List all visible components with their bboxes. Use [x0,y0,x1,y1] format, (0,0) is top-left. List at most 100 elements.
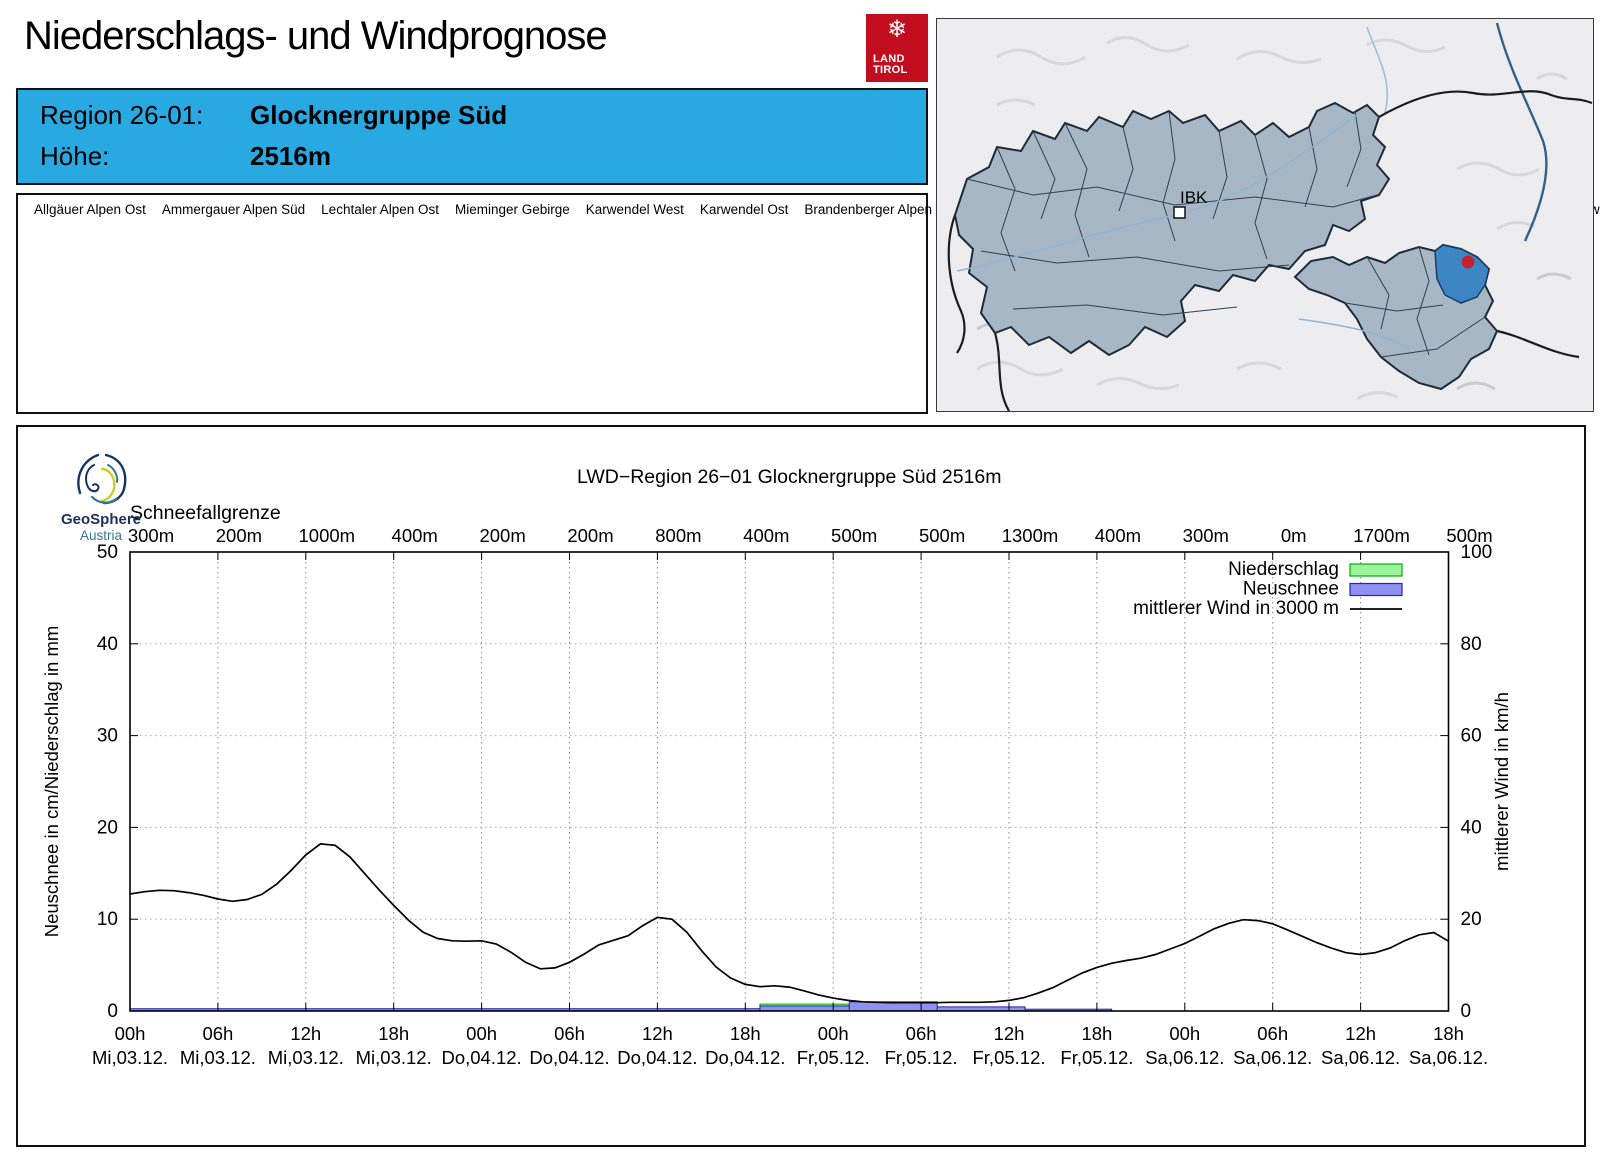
svg-text:40: 40 [97,634,118,655]
svg-text:06h: 06h [554,1023,585,1044]
region-name-value: Glocknergruppe Süd [250,100,508,130]
chart-title: LWD−Region 26−01 Glocknergruppe Süd 2516… [577,466,1002,488]
svg-text:18h: 18h [378,1023,409,1044]
region-item-karwendel-ost[interactable]: Karwendel Ost [699,202,789,217]
land-tirol-logo-text: LAND TIROL [873,53,908,76]
svg-text:Do,04.12.: Do,04.12. [529,1047,609,1068]
y-left-axis-title: Neuschnee in cm/Niederschlag in mm [41,626,62,938]
elevation-label: Höhe: [40,141,110,171]
svg-text:400m: 400m [1095,525,1141,546]
east-region-borders [1344,246,1486,358]
svg-text:10: 10 [97,909,118,930]
geosphere-name: GeoSphere [60,511,142,528]
selected-region-glocknergruppe-sued[interactable] [1434,244,1490,304]
svg-text:80: 80 [1461,634,1482,655]
svg-text:Do,04.12.: Do,04.12. [617,1047,697,1068]
svg-text:Neuschnee: Neuschnee [1243,579,1339,600]
elevation-value: 2516m [250,141,331,171]
svg-text:mittlerer Wind in 3000 m: mittlerer Wind in 3000 m [1133,598,1339,619]
svg-text:Fr,05.12.: Fr,05.12. [1060,1047,1133,1068]
svg-text:800m: 800m [655,525,701,546]
svg-text:00h: 00h [466,1023,497,1044]
svg-text:1700m: 1700m [1353,525,1410,546]
legend-swatch-niederschlag [1349,563,1403,577]
forecast-plot: 0 10 20 30 40 50 0 20 40 60 80 100 00h Mi,03.12. 06h Mi… [41,466,1512,1068]
svg-text:0: 0 [1461,1001,1472,1022]
region-item-lechtaler-alpen-ost[interactable]: Lechtaler Alpen Ost [321,202,439,217]
ibk-label: IBK [1180,188,1208,207]
snowflake-icon: ❄ [886,16,908,43]
national-border [947,90,1593,412]
svg-text:12h: 12h [1345,1023,1376,1044]
svg-text:500m: 500m [1446,525,1492,546]
svg-text:20: 20 [97,817,118,838]
svg-text:18h: 18h [730,1023,761,1044]
svg-text:Sa,06.12.: Sa,06.12. [1145,1047,1224,1068]
svg-text:Do,04.12.: Do,04.12. [441,1047,521,1068]
svg-text:1000m: 1000m [299,525,356,546]
region-item-karwendel-west[interactable]: Karwendel West [585,202,684,217]
page-title: Niederschlags- und Windprognose [24,14,608,58]
svg-text:200m: 200m [479,525,525,546]
river [1366,26,1389,114]
svg-text:Mi,03.12.: Mi,03.12. [180,1047,256,1068]
region-borders [966,110,1378,316]
region-number-label: Region 26-01: [40,100,204,130]
svg-text:12h: 12h [642,1023,673,1044]
svg-text:30: 30 [97,726,118,747]
svg-text:500m: 500m [831,525,877,546]
legend-swatch-neuschnee [1349,582,1403,597]
svg-text:12h: 12h [290,1023,321,1044]
svg-text:00h: 00h [1169,1023,1200,1044]
region-item-allgäuer-alpen-ost[interactable]: Allgäuer Alpen Ost [34,202,146,217]
svg-text:Fr,05.12.: Fr,05.12. [972,1047,1045,1068]
svg-text:12h: 12h [994,1023,1025,1044]
svg-text:Mi,03.12.: Mi,03.12. [356,1047,432,1068]
geosphere-logo: GeoSphere Austria [46,451,156,543]
y-right-axis-title: mittlerer Wind in km/h [1491,692,1512,871]
plot-border [129,551,1450,1012]
svg-text:00h: 00h [818,1023,849,1044]
svg-text:Niederschlag: Niederschlag [1228,559,1339,580]
land-tirol-logo: ❄ LAND TIROL [866,14,928,82]
svg-text:200m: 200m [567,525,613,546]
svg-text:06h: 06h [202,1023,233,1044]
svg-text:Mi,03.12.: Mi,03.12. [268,1047,344,1068]
svg-text:500m: 500m [919,525,965,546]
wind-line [129,843,1449,1004]
snowline-label: Schneefallgrenze [130,502,281,524]
svg-text:Fr,05.12.: Fr,05.12. [885,1047,958,1068]
region-header-box: Region 26-01: Glocknergruppe Süd Höhe: 2… [16,88,928,185]
svg-text:100: 100 [1461,542,1493,563]
region-item-ammergauer-alpen-süd[interactable]: Ammergauer Alpen Süd [161,202,306,217]
svg-text:Mi,03.12.: Mi,03.12. [92,1047,168,1068]
gridlines [130,552,1449,1011]
axis-ticks [129,551,1449,1012]
tirol-map[interactable]: IBK [936,18,1594,412]
svg-text:Sa,06.12.: Sa,06.12. [1409,1047,1488,1068]
svg-text:18h: 18h [1081,1023,1112,1044]
precipitation-bars [129,1001,1113,1012]
terrain-relief [976,36,1568,401]
region-selector-table: Allgäuer Alpen Ost Ammergauer Alpen Süd Le… [16,193,1600,414]
svg-text:40: 40 [1461,817,1482,838]
region-item-mieminger-gebirge[interactable]: Mieminger Gebirge [455,202,570,217]
ibk-marker [1173,206,1186,219]
svg-text:300m: 300m [128,525,174,546]
snowline-values: 300m 200m 1000m 400m 200m 200m 800m 400m 500m 500… [128,525,1493,546]
region-item-brandenberger-alpen[interactable]: Brandenberger Alpen [804,202,932,217]
tirol-map-svg: IBK [937,19,1593,412]
svg-text:06h: 06h [1257,1023,1288,1044]
north-tirol-outline[interactable] [953,101,1391,357]
svg-text:Sa,06.12.: Sa,06.12. [1321,1047,1400,1068]
svg-text:400m: 400m [743,525,789,546]
svg-text:06h: 06h [906,1023,937,1044]
svg-text:Do,04.12.: Do,04.12. [705,1047,785,1068]
svg-text:1300m: 1300m [1002,525,1059,546]
river-dark [1495,22,1548,242]
geosphere-icon [77,453,127,505]
x-tick-labels: 00h Mi,03.12. 06h Mi,03.12. 12h Mi,03.12. 18h M… [92,1023,1488,1068]
svg-text:0m: 0m [1281,525,1307,546]
